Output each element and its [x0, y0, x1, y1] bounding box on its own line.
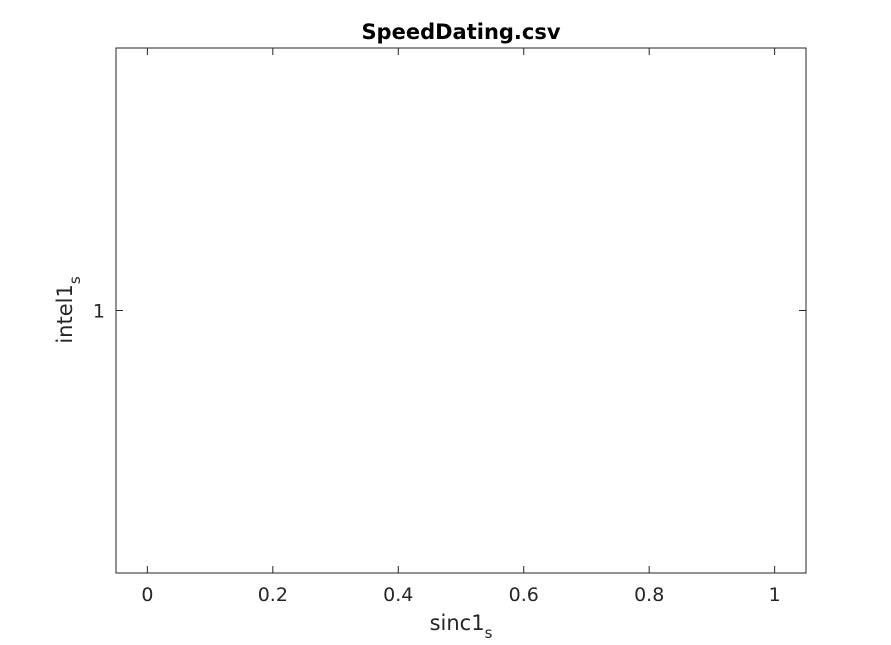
y-ticks: 1 [93, 301, 806, 323]
plot-background [116, 48, 806, 573]
x-ticks: 0 0.2 0.4 0.6 0.8 1 [141, 48, 781, 606]
y-axis-label: intel1s [53, 276, 84, 344]
x-axis-label: sinc1s [430, 611, 493, 642]
x-tick-label: 0.2 [258, 584, 288, 606]
x-tick-label: 0.4 [383, 584, 413, 606]
x-tick-label: 1 [769, 584, 781, 606]
x-tick-label: 0 [141, 584, 153, 606]
plot-frame [115, 47, 807, 574]
x-axis-label-base: sinc1 [430, 611, 485, 635]
y-axis-label-subscript: s [66, 276, 84, 284]
y-tick-label: 1 [93, 301, 105, 323]
x-tick-label: 0.8 [634, 584, 664, 606]
y-axis-label-base: intel1 [53, 284, 77, 344]
chart-title: SpeedDating.csv [361, 20, 560, 44]
x-axis-label-subscript: s [485, 624, 493, 642]
x-tick-label: 0.6 [509, 584, 539, 606]
